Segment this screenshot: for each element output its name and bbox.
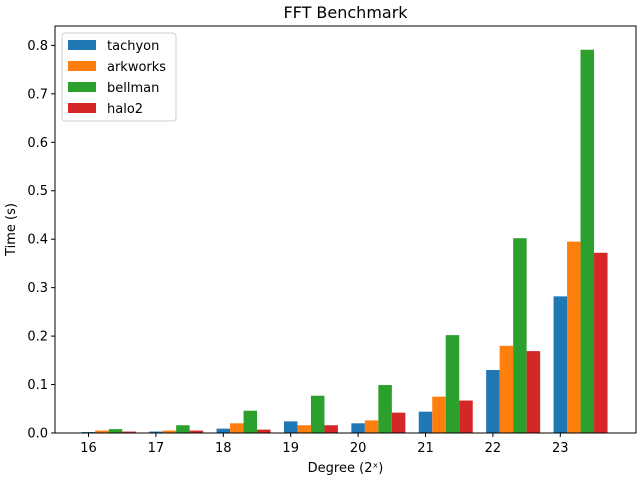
bar-halo2-22 [526,351,541,433]
legend-label-halo2: halo2 [107,102,143,117]
legend-swatch-arkworks [68,61,96,71]
bar-bellman-16 [108,429,123,433]
legend: tachyon arkworks bellman halo2 [61,32,177,122]
y-tick-label: 0.2 [27,330,48,345]
bar-arkworks-17 [162,430,177,433]
y-tick-label: 0.7 [27,87,48,102]
bar-tachyon-20 [351,423,365,433]
chart-title: FFT Benchmark [283,3,408,22]
legend-swatch-tachyon [68,40,96,50]
bar-arkworks-20 [364,420,379,433]
x-tick-label: 22 [485,441,502,456]
bar-bellman-18 [243,410,258,433]
legend-frame [61,32,177,122]
bar-bellman-22 [513,238,527,433]
bar-halo2-19 [324,425,338,433]
y-tick-label: 0.3 [27,281,48,296]
bar-arkworks-19 [297,425,311,433]
legend-label-tachyon: tachyon [107,39,159,54]
bar-arkworks-22 [499,345,514,433]
plot-frame [54,25,637,434]
legend-swatch-bellman [68,82,96,92]
bar-tachyon-17 [149,431,163,433]
bar-tachyon-21 [418,411,433,433]
bar-arkworks-18 [230,423,244,433]
bar-arkworks-16 [95,430,109,433]
bars-group [81,49,608,434]
y-axis-label: Time (s) [4,203,19,257]
bar-tachyon-22 [486,370,500,433]
y-tick-label: 0.0 [27,427,48,442]
x-axis-label: Degree (2ˣ) [308,461,384,476]
x-tick-label: 17 [148,441,165,456]
bar-halo2-18 [257,429,271,433]
legend-label-arkworks: arkworks [107,60,166,75]
x-tick-label: 20 [350,441,367,456]
bar-tachyon-18 [216,428,231,433]
bar-arkworks-21 [432,396,446,433]
bar-halo2-21 [459,400,473,433]
y-tick-label: 0.6 [27,136,48,151]
y-tick-label: 0.5 [27,184,48,199]
bar-halo2-17 [189,430,204,433]
bar-bellman-17 [176,425,190,433]
y-tick-label: 0.8 [27,39,48,54]
bar-tachyon-19 [283,421,298,433]
y-axis: 0.0 0.1 0.2 0.3 0.4 0.5 0.6 0.7 0.8 [27,39,55,442]
y-tick-label: 0.1 [27,378,48,393]
y-tick-label: 0.4 [27,233,48,248]
x-tick-label: 23 [552,441,569,456]
bar-bellman-20 [378,385,392,433]
x-axis: 16 17 18 19 20 21 22 23 [80,433,569,456]
bar-halo2-23 [594,252,608,433]
bar-tachyon-23 [553,296,568,433]
x-tick-label: 18 [215,441,232,456]
bar-bellman-19 [310,395,325,433]
bar-halo2-20 [391,412,406,433]
legend-label-bellman: bellman [107,81,159,96]
bar-bellman-23 [580,49,595,434]
x-tick-label: 19 [282,441,299,456]
bar-bellman-21 [445,335,460,433]
bar-halo2-16 [122,431,136,433]
x-tick-label: 21 [417,441,434,456]
x-tick-label: 16 [80,441,97,456]
legend-swatch-halo2 [68,103,96,113]
bar-arkworks-23 [567,241,581,433]
